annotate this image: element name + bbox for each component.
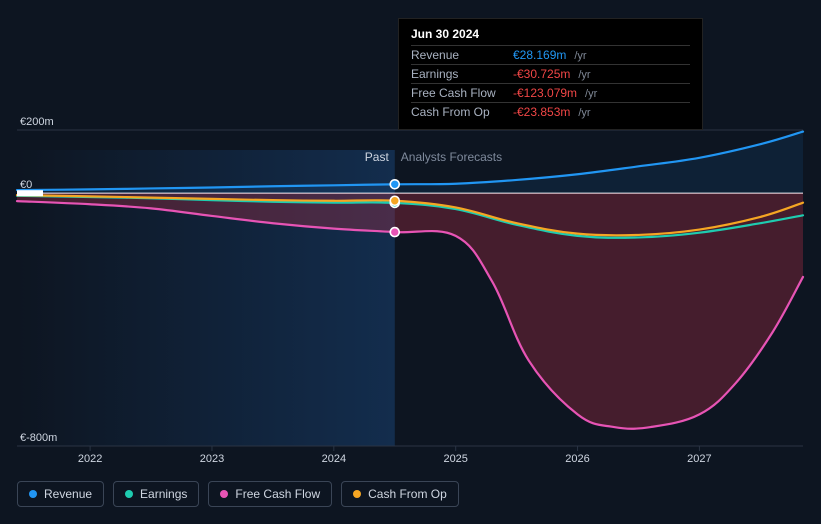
y-axis-tick: €200m [20, 116, 54, 128]
tooltip-row-label: Revenue [411, 48, 505, 62]
y-axis-tick: €0 [20, 179, 32, 191]
x-axis-tick: 2023 [200, 453, 224, 465]
tooltip-row: Cash From Op -€23.853m/yr [411, 102, 690, 121]
legend-item-fcf[interactable]: Free Cash Flow [208, 481, 332, 507]
legend-item-revenue[interactable]: Revenue [17, 481, 104, 507]
forecast-label: Analysts Forecasts [401, 150, 502, 164]
legend-label: Earnings [140, 487, 187, 501]
chart-tooltip: Jun 30 2024 Revenue €28.169m/yr Earnings -€… [398, 18, 703, 130]
tooltip-title: Jun 30 2024 [411, 27, 690, 45]
tooltip-row-label: Earnings [411, 67, 505, 81]
legend-label: Free Cash Flow [235, 487, 320, 501]
legend-label: Revenue [44, 487, 92, 501]
legend-label: Cash From Op [368, 487, 447, 501]
legend-swatch [353, 490, 361, 498]
x-axis-tick: 2026 [565, 453, 589, 465]
x-axis-tick: 2024 [322, 453, 346, 465]
y-axis-tick: €-800m [20, 432, 57, 444]
tooltip-row-label: Free Cash Flow [411, 86, 505, 100]
tooltip-row-value: -€23.853m [513, 105, 570, 119]
tooltip-row: Earnings -€30.725m/yr [411, 64, 690, 83]
legend-item-cfo[interactable]: Cash From Op [341, 481, 459, 507]
tooltip-row-label: Cash From Op [411, 105, 505, 119]
x-axis-tick: 2022 [78, 453, 102, 465]
legend-swatch [220, 490, 228, 498]
tooltip-row-value: -€30.725m [513, 67, 570, 81]
past-label: Past [365, 150, 389, 164]
tooltip-row: Free Cash Flow -€123.079m/yr [411, 83, 690, 102]
x-axis-tick: 2027 [687, 453, 711, 465]
tooltip-row-value: €28.169m [513, 48, 566, 62]
legend-swatch [125, 490, 133, 498]
tooltip-row-unit: /yr [578, 107, 590, 119]
legend-item-earnings[interactable]: Earnings [113, 481, 199, 507]
tooltip-row: Revenue €28.169m/yr [411, 45, 690, 64]
chart-legend: Revenue Earnings Free Cash Flow Cash From O… [17, 481, 459, 507]
tooltip-row-value: -€123.079m [513, 86, 577, 100]
tooltip-row-unit: /yr [585, 88, 597, 100]
x-axis-tick: 2025 [443, 453, 467, 465]
tooltip-row-unit: /yr [574, 50, 586, 62]
tooltip-row-unit: /yr [578, 69, 590, 81]
legend-swatch [29, 490, 37, 498]
